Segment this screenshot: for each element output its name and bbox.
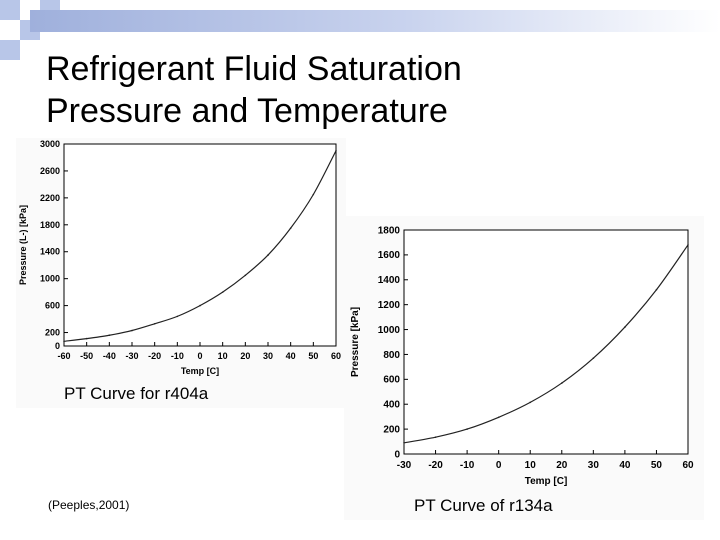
y-tick-label: 200 — [383, 424, 400, 435]
x-tick-label: -10 — [171, 351, 184, 361]
data-point — [63, 340, 65, 343]
x-tick-label: -20 — [428, 460, 443, 471]
slide-title: Refrigerant Fluid Saturation Pressure an… — [46, 48, 686, 132]
x-tick-label: 20 — [240, 351, 250, 361]
data-point — [560, 382, 563, 384]
x-tick-label: 50 — [651, 460, 663, 471]
y-tick-label: 2200 — [40, 193, 60, 203]
data-point — [221, 291, 224, 293]
data-point — [131, 329, 133, 332]
x-tick-label: 30 — [588, 460, 600, 471]
x-tick-label: -30 — [125, 351, 138, 361]
data-point — [85, 337, 88, 340]
y-tick-label: 1400 — [378, 275, 401, 286]
chart-r404a-svg: -60 -50 -40 -30 -20 -10 0 10 20 30 40 50 60020060010… — [18, 139, 341, 376]
chart-r404a-caption: PT Curve for r404a — [64, 384, 209, 403]
data-point — [403, 442, 405, 444]
data-point — [592, 357, 595, 359]
plot-frame — [403, 229, 689, 455]
data-point — [176, 315, 179, 318]
chart-r404a: -60 -50 -40 -30 -20 -10 0 10 20 30 40 50 60 0 200 600 10… — [16, 138, 346, 408]
data-point — [244, 274, 247, 277]
y-tick-label: 1800 — [378, 225, 401, 236]
x-tick-label: 10 — [525, 460, 537, 471]
y-tick-label: 0 — [394, 449, 400, 460]
y-tick-label: 1000 — [40, 274, 60, 284]
data-point — [466, 428, 468, 430]
x-tick-label: 20 — [556, 460, 568, 471]
x-tick-label: -10 — [460, 460, 475, 471]
y-tick-label: 1000 — [378, 325, 401, 336]
title-accent-bar — [30, 10, 720, 32]
y-tick-label: 800 — [383, 350, 400, 361]
data-point — [529, 401, 532, 404]
y-tick-label: 2600 — [40, 166, 60, 176]
plot-frame — [63, 143, 337, 347]
y-tick-label: 600 — [383, 375, 400, 386]
x-tick-label: -30 — [397, 460, 412, 471]
series-line — [403, 244, 689, 444]
data-point — [434, 436, 437, 438]
x-tick-label: -60 — [57, 351, 70, 361]
y-tick-label: 3000 — [40, 139, 60, 149]
x-axis-label: Temp [C] — [525, 476, 568, 487]
citation: (Peeples,2001) — [48, 498, 130, 512]
x-tick-label: -20 — [148, 351, 161, 361]
y-tick-label: 0 — [55, 341, 60, 351]
data-point — [267, 254, 269, 256]
y-tick-label: 1400 — [40, 247, 60, 257]
x-tick-label: 60 — [682, 460, 694, 471]
data-point — [108, 334, 111, 337]
data-point — [687, 244, 689, 246]
y-tick-label: 200 — [45, 328, 60, 338]
y-axis-label: Pressure (L-) [kPa] — [18, 205, 28, 285]
x-tick-label: 50 — [308, 351, 318, 361]
y-tick-label: 400 — [383, 400, 400, 411]
y-tick-label: 600 — [45, 301, 60, 311]
x-tick-label: 30 — [263, 351, 273, 361]
data-point — [289, 227, 292, 229]
data-point — [624, 326, 626, 328]
data-point — [497, 416, 500, 419]
x-tick-label: -40 — [103, 351, 116, 361]
y-axis-label: Pressure [kPa] — [350, 307, 361, 377]
y-tick-label: 1800 — [40, 220, 60, 230]
x-tick-label: 0 — [496, 460, 502, 471]
x-tick-label: 40 — [286, 351, 296, 361]
y-tick-label: 1600 — [378, 250, 401, 261]
data-point — [153, 322, 156, 325]
data-point — [335, 149, 337, 152]
x-tick-label: -50 — [80, 351, 93, 361]
x-tick-label: 60 — [331, 351, 341, 361]
x-tick-label: 10 — [218, 351, 228, 361]
x-tick-label: 40 — [619, 460, 631, 471]
data-point — [655, 288, 658, 291]
title-line-2: Pressure and Temperature — [46, 92, 448, 130]
x-tick-label: 0 — [197, 351, 202, 361]
data-point — [312, 193, 315, 196]
data-point — [199, 304, 201, 307]
chart-r134a-caption: PT Curve of r134a — [414, 496, 553, 515]
x-axis-label: Temp [C] — [181, 366, 219, 376]
y-tick-label: 1200 — [378, 300, 401, 311]
chart-r134a-svg: -30 -20 -10 0 10 20 30 40 50 60020040060080010001… — [350, 225, 694, 487]
title-line-1: Refrigerant Fluid Saturation — [46, 50, 462, 88]
chart-r134a: -30 -20 -10 0 10 20 30 40 50 60 0 200 400 600 800 1000 1… — [344, 216, 704, 520]
